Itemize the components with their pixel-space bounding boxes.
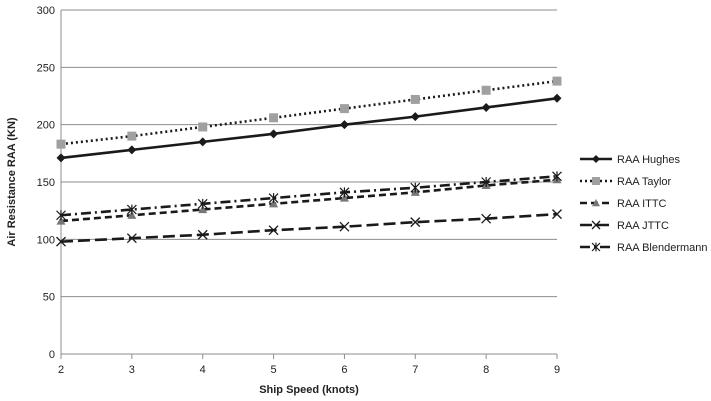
axes — [60, 10, 558, 359]
square-marker — [269, 113, 279, 123]
square-marker — [56, 139, 66, 149]
series-line — [60, 97, 558, 160]
y-tick-label: 0 — [49, 349, 55, 361]
asterisk-marker — [410, 182, 421, 193]
square-marker — [410, 94, 420, 104]
diamond-marker — [481, 102, 491, 112]
x-marker — [552, 209, 562, 220]
legend-item: RAA Blendermann — [580, 242, 708, 254]
legend-item: RAA Taylor — [580, 176, 672, 188]
legend-label: RAA JTTC — [617, 220, 669, 232]
asterisk-marker — [339, 187, 350, 198]
x-tick-label: 2 — [58, 364, 64, 376]
triangle-marker — [198, 205, 208, 214]
y-tick-label: 250 — [37, 62, 55, 74]
asterisk-marker — [126, 204, 137, 215]
x-tick-label: 8 — [483, 364, 489, 376]
diamond-marker — [592, 155, 600, 163]
x-marker — [591, 220, 601, 230]
triangle-marker — [592, 199, 600, 207]
series-line — [60, 79, 558, 146]
square-marker — [198, 122, 208, 132]
x-marker — [268, 225, 279, 236]
triangle-marker — [269, 199, 279, 208]
y-tick-label: 100 — [37, 234, 55, 246]
x-marker — [197, 229, 208, 240]
legend-label: RAA Hughes — [617, 154, 680, 166]
y-tick-label: 300 — [37, 5, 55, 17]
square-marker — [481, 85, 491, 95]
series-group — [56, 76, 562, 247]
series-raa-blendermann — [56, 171, 562, 221]
series-line — [60, 178, 558, 223]
gridlines — [61, 9, 557, 298]
x-axis-label: Ship Speed (knots) — [259, 384, 359, 396]
x-tick-label: 5 — [271, 364, 277, 376]
x-tick-label: 3 — [129, 364, 135, 376]
square-marker — [339, 104, 349, 114]
legend-item: RAA JTTC — [580, 220, 669, 232]
legend: RAA Hughes RAA Taylor RAA ITTC RAA JTTC RAA … — [580, 154, 708, 254]
series-line — [60, 212, 558, 243]
x-tick-label: 9 — [554, 364, 560, 376]
asterisk-marker — [268, 193, 279, 204]
diamond-marker — [339, 120, 349, 130]
asterisk-marker — [56, 210, 66, 221]
triangle-marker — [127, 210, 137, 219]
x-tick-label: 7 — [412, 364, 418, 376]
x-marker — [410, 217, 421, 228]
series-raa-hughes — [56, 93, 562, 163]
y-axis-label: Air Resistance RAA (KN) — [6, 117, 18, 247]
legend-item: RAA ITTC — [580, 198, 667, 210]
y-tick-label: 150 — [37, 177, 55, 189]
x-tick-label: 6 — [341, 364, 347, 376]
diamond-marker — [56, 153, 66, 163]
series-raa-jttc — [56, 209, 562, 247]
square-marker — [127, 131, 137, 141]
asterisk-marker — [481, 177, 492, 187]
legend-label: RAA Taylor — [617, 176, 672, 188]
series-raa-taylor — [56, 76, 562, 149]
diamond-marker — [552, 93, 562, 103]
square-marker — [552, 76, 562, 86]
x-marker — [481, 213, 492, 224]
legend-label: RAA ITTC — [617, 198, 667, 210]
diamond-marker — [410, 112, 420, 122]
x-marker — [56, 236, 66, 247]
asterisk-marker — [591, 242, 601, 252]
y-tick-label: 200 — [37, 120, 55, 132]
legend-label: RAA Blendermann — [617, 242, 708, 254]
diamond-marker — [198, 137, 208, 147]
square-marker — [592, 177, 600, 185]
triangle-marker — [56, 216, 66, 225]
diamond-marker — [269, 129, 279, 139]
asterisk-marker — [552, 171, 562, 182]
series-line — [60, 174, 558, 217]
y-tick-label: 50 — [43, 292, 55, 304]
triangle-marker — [339, 193, 349, 202]
diamond-marker — [127, 145, 137, 155]
x-marker — [339, 221, 350, 232]
x-tick-label: 4 — [200, 364, 206, 376]
legend-item: RAA Hughes — [580, 154, 680, 166]
tick-labels: 0 50 100 150 200 250 300 2 3 4 5 6 7 8 9 — [37, 5, 560, 376]
asterisk-marker — [197, 198, 208, 209]
x-marker — [126, 233, 137, 244]
